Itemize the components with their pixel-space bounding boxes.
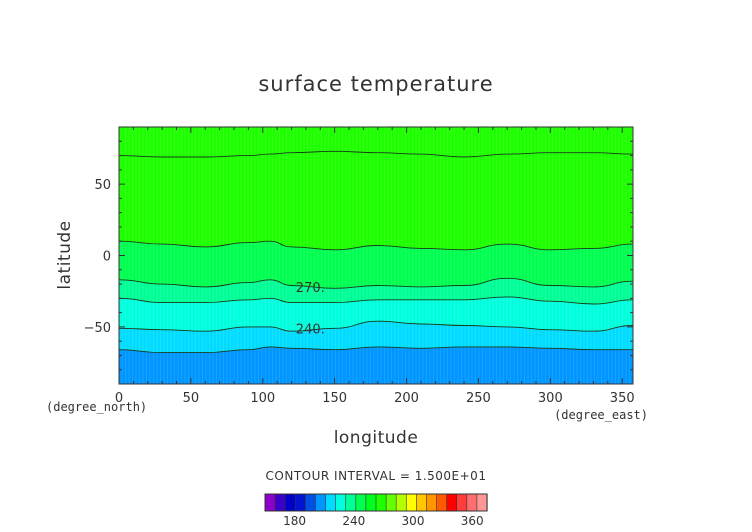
colorbar-swatch xyxy=(274,493,286,512)
colorbar-swatch xyxy=(345,493,357,512)
colorbar-swatch xyxy=(466,493,478,512)
colorbar-swatch xyxy=(416,493,428,512)
colorbar-swatch xyxy=(294,493,306,512)
colorbar-swatch xyxy=(335,493,347,512)
x-axis-label: longitude xyxy=(334,428,419,448)
colorbar-swatch xyxy=(405,493,417,512)
x-tick-label: 100 xyxy=(250,391,275,406)
colorbar-swatch xyxy=(375,493,387,512)
colorbar: 180 240 300 360 xyxy=(264,493,488,528)
x-tick-label: 150 xyxy=(322,391,347,406)
colorbar-tick-label: 300 xyxy=(402,514,425,528)
x-tick-label: 300 xyxy=(538,391,563,406)
contour-fills xyxy=(119,127,633,384)
y-tick-label: 50 xyxy=(94,178,111,193)
contour-labels: 270. 240. xyxy=(296,281,325,337)
chart-title: surface temperature xyxy=(258,72,493,96)
x-tick-label: 0 xyxy=(115,391,123,406)
x-axis-units: (degree_east) xyxy=(554,408,648,422)
contour-label: 270. xyxy=(296,281,325,296)
x-axis-ticks: 0 50 100 150 200 250 300 350 xyxy=(115,127,635,406)
contour-line-240 xyxy=(118,296,634,305)
x-tick-label: 200 xyxy=(394,391,419,406)
colorbar-swatch xyxy=(284,493,296,512)
colorbar-swatch xyxy=(446,493,458,512)
x-tick-label: 250 xyxy=(466,391,491,406)
colorbar-swatch xyxy=(305,493,317,512)
colorbar-swatch xyxy=(426,493,438,512)
colorbar-swatch xyxy=(385,493,397,512)
y-tick-label: 0 xyxy=(103,250,111,265)
colorbar-swatch xyxy=(456,493,468,512)
colorbar-swatch xyxy=(395,493,407,512)
y-axis-ticks: −50 0 50 xyxy=(84,140,633,371)
plot-area: 270. 240. 0 50 100 150 200 250 300 350 −50 0 50 xyxy=(84,126,635,406)
y-axis-label: latitude xyxy=(55,220,75,289)
contour-lines xyxy=(118,150,634,354)
contour-line-225 xyxy=(118,320,634,332)
colorbar-swatch xyxy=(436,493,448,512)
contour-line-285 xyxy=(118,150,634,158)
fill-band-below-210 xyxy=(119,346,633,384)
contour-label: 240. xyxy=(296,322,325,337)
colorbar-swatch xyxy=(264,493,276,512)
colorbar-tick-label: 360 xyxy=(461,514,484,528)
y-axis-units: (degree_north) xyxy=(46,400,147,414)
colorbar-swatch xyxy=(365,493,377,512)
colorbar-swatch xyxy=(476,493,488,512)
colorbar-swatch xyxy=(315,493,327,512)
colorbar-swatch xyxy=(355,493,367,512)
contour-line-255 xyxy=(118,277,634,289)
x-tick-label: 350 xyxy=(610,391,635,406)
contour-line-270 xyxy=(118,240,634,251)
colorbar-tick-label: 240 xyxy=(342,514,365,528)
colorbar-swatch xyxy=(325,493,337,512)
colorbar-frame xyxy=(264,493,488,512)
contour-line-210 xyxy=(118,346,633,354)
contour-interval-text: CONTOUR INTERVAL = 1.500E+01 xyxy=(266,469,487,483)
colorbar-tick-label: 180 xyxy=(283,514,306,528)
x-tick-label: 50 xyxy=(183,391,200,406)
y-tick-label: −50 xyxy=(84,321,111,336)
